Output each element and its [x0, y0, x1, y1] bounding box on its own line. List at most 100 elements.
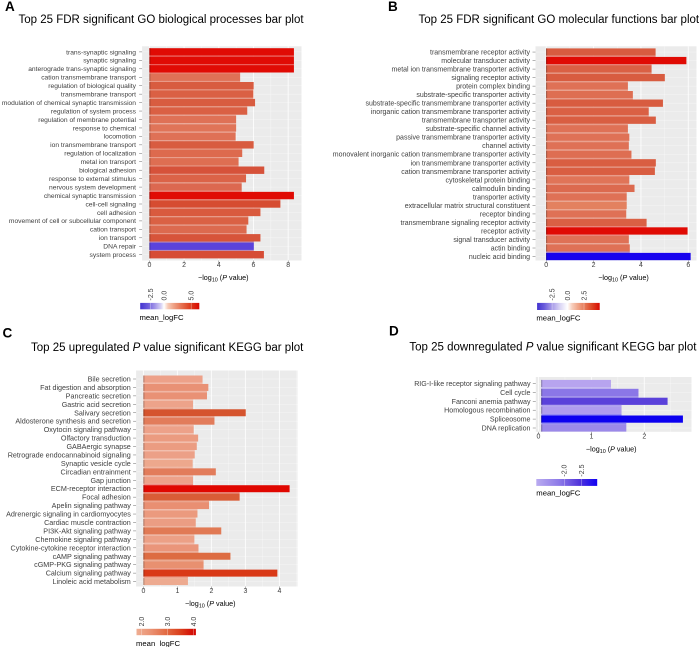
svg-text:2: 2 — [209, 588, 213, 595]
svg-text:3.0: 3.0 — [165, 617, 172, 627]
svg-text:system process: system process — [90, 252, 137, 259]
svg-text:passive transmembrane transpor: passive transmembrane transporter activi… — [396, 135, 530, 142]
svg-text:2: 2 — [642, 433, 646, 440]
svg-text:Top 25 FDR significant GO biol: Top 25 FDR significant GO biological pro… — [19, 14, 305, 26]
svg-text:metal ion transmembrane transp: metal ion transmembrane transporter acti… — [392, 67, 531, 74]
svg-text:6: 6 — [252, 262, 256, 269]
svg-text:4: 4 — [639, 262, 643, 269]
svg-text:anterograde trans-synaptic sig: anterograde trans-synaptic signaling — [28, 66, 136, 73]
svg-text:receptor binding: receptor binding — [480, 211, 530, 218]
svg-text:0: 0 — [544, 262, 548, 269]
svg-text:signal transducer activity: signal transducer activity — [453, 237, 530, 244]
svg-text:cytoskeletal protein binding: cytoskeletal protein binding — [446, 177, 531, 184]
svg-text:transmembrane signaling recept: transmembrane signaling receptor activit… — [400, 220, 530, 227]
svg-text:cell adhesion: cell adhesion — [97, 210, 136, 217]
svg-text:regulation of membrane potenti: regulation of membrane potential — [38, 117, 136, 124]
svg-text:−log10 (P value): −log10 (P value) — [185, 599, 236, 610]
svg-text:Gap junction: Gap junction — [90, 476, 130, 485]
svg-text:Adrenergic signaling in cardio: Adrenergic signaling in cardiomyocytes — [6, 510, 131, 519]
svg-text:transmembrane receptor activit: transmembrane receptor activity — [430, 50, 530, 57]
svg-text:regulation of system process: regulation of system process — [51, 108, 137, 115]
svg-text:6: 6 — [686, 262, 690, 269]
svg-text:-2.0: -2.0 — [562, 464, 569, 476]
svg-text:transmembrane transporter acti: transmembrane transporter activity — [422, 118, 531, 125]
svg-text:actin binding: actin binding — [491, 245, 530, 252]
svg-text:modulation of chemical synapti: modulation of chemical synaptic transmis… — [2, 100, 136, 107]
svg-text:A: A — [5, 0, 15, 14]
svg-text:Fanconi anemia pathway: Fanconi anemia pathway — [452, 398, 531, 406]
svg-text:response to chemical: response to chemical — [73, 125, 137, 132]
svg-text:Homologous recombination: Homologous recombination — [444, 407, 530, 415]
svg-text:0: 0 — [141, 588, 145, 595]
svg-text:−log10 (P value): −log10 (P value) — [586, 445, 637, 456]
svg-text:0.0: 0.0 — [565, 291, 572, 301]
svg-text:3: 3 — [243, 588, 247, 595]
svg-text:inorganic cation transmembrane: inorganic cation transmembrane transport… — [371, 109, 531, 116]
svg-text:Retrograde endocannabinoid sig: Retrograde endocannabinoid signaling — [8, 450, 131, 459]
svg-text:Spliceosome: Spliceosome — [490, 416, 531, 424]
svg-text:-2.5: -2.5 — [148, 288, 155, 300]
svg-text:Oxytocin signaling pathway: Oxytocin signaling pathway — [44, 425, 132, 434]
svg-text:-2.5: -2.5 — [579, 464, 586, 476]
svg-text:protein complex binding: protein complex binding — [456, 84, 530, 91]
svg-text:2: 2 — [592, 262, 596, 269]
svg-text:Top 25 FDR significant GO mole: Top 25 FDR significant GO molecular func… — [419, 14, 700, 26]
svg-text:Apelin signaling pathway: Apelin signaling pathway — [52, 501, 132, 510]
svg-text:molecular transducer activity: molecular transducer activity — [441, 58, 530, 65]
svg-text:cGMP-PKG signaling pathway: cGMP-PKG signaling pathway — [34, 560, 131, 569]
svg-text:Calcium signaling pathway: Calcium signaling pathway — [46, 569, 132, 578]
svg-text:cation transport: cation transport — [90, 227, 136, 234]
svg-text:Bile secretion: Bile secretion — [88, 375, 131, 384]
svg-text:mean_logFC: mean_logFC — [536, 488, 580, 497]
svg-text:Cell cycle: Cell cycle — [500, 389, 530, 397]
svg-text:PI3K-Akt signaling pathway: PI3K-Akt signaling pathway — [43, 526, 131, 535]
svg-text:Olfactory transduction: Olfactory transduction — [61, 434, 131, 443]
svg-text:Circadian entrainment: Circadian entrainment — [60, 467, 130, 476]
svg-text:substrate-specific channel act: substrate-specific channel activity — [426, 126, 531, 133]
svg-text:regulation of localization: regulation of localization — [64, 151, 136, 158]
svg-text:extracellular matrix structura: extracellular matrix structural constitu… — [405, 203, 530, 210]
svg-text:signaling receptor activity: signaling receptor activity — [451, 75, 530, 82]
svg-text:substrate-specific transmembra: substrate-specific transmembrane transpo… — [365, 101, 530, 108]
svg-text:D: D — [389, 324, 399, 339]
svg-text:Cytokine-cytokine receptor int: Cytokine-cytokine receptor interaction — [11, 543, 131, 552]
svg-text:trans-synaptic signaling: trans-synaptic signaling — [66, 49, 136, 56]
svg-text:channel activity: channel activity — [482, 143, 530, 150]
svg-text:2.5: 2.5 — [581, 291, 588, 301]
svg-text:4.0: 4.0 — [191, 617, 198, 627]
svg-text:biological adhesion: biological adhesion — [79, 168, 136, 175]
svg-text:nucleic acid binding: nucleic acid binding — [469, 254, 530, 261]
svg-text:-2.5: -2.5 — [550, 288, 557, 300]
svg-text:B: B — [388, 0, 398, 14]
svg-text:metal ion transport: metal ion transport — [81, 159, 137, 166]
svg-text:RIG-I-like receptor signaling: RIG-I-like receptor signaling pathway — [414, 380, 531, 388]
svg-text:monovalent inorganic cation tr: monovalent inorganic cation transmembran… — [333, 152, 531, 159]
svg-text:transporter activity: transporter activity — [473, 194, 531, 201]
svg-text:locomotion: locomotion — [104, 134, 137, 141]
svg-text:synaptic signaling: synaptic signaling — [83, 58, 136, 65]
svg-text:1: 1 — [175, 588, 179, 595]
svg-text:Cardiac muscle contraction: Cardiac muscle contraction — [44, 518, 131, 527]
svg-text:Top 25 upregulated P value sig: Top 25 upregulated P value significant K… — [31, 342, 304, 354]
svg-text:Pancreatic secretion: Pancreatic secretion — [66, 391, 131, 400]
svg-text:substrate-specific transporter: substrate-specific transporter activity — [416, 92, 530, 99]
svg-text:2: 2 — [182, 262, 186, 269]
svg-text:Focal adhesion: Focal adhesion — [82, 493, 131, 502]
svg-text:Gastric acid secretion: Gastric acid secretion — [62, 400, 131, 409]
svg-text:response to external stimulus: response to external stimulus — [49, 176, 137, 183]
svg-text:regulation of biological quali: regulation of biological quality — [48, 83, 136, 90]
svg-text:cAMP signaling pathway: cAMP signaling pathway — [53, 552, 132, 561]
svg-text:GABAergic synapse: GABAergic synapse — [66, 442, 130, 451]
svg-text:C: C — [3, 326, 13, 341]
svg-text:Top 25 downregulated P value s: Top 25 downregulated P value significant… — [409, 342, 697, 354]
svg-text:chemical synaptic transmission: chemical synaptic transmission — [44, 193, 136, 200]
svg-text:transmembrane transport: transmembrane transport — [61, 92, 136, 99]
svg-text:4: 4 — [277, 588, 281, 595]
svg-text:receptor activity: receptor activity — [481, 228, 531, 235]
svg-text:Synaptic vesicle cycle: Synaptic vesicle cycle — [61, 459, 131, 468]
svg-text:ion transmembrane transporter: ion transmembrane transporter activity — [411, 160, 531, 167]
svg-text:−log10 (P value): −log10 (P value) — [598, 273, 649, 284]
svg-text:mean_logFC: mean_logFC — [136, 639, 180, 647]
svg-text:movement of cell or subcellula: movement of cell or subcellular componen… — [9, 218, 136, 225]
svg-text:4: 4 — [217, 262, 221, 269]
